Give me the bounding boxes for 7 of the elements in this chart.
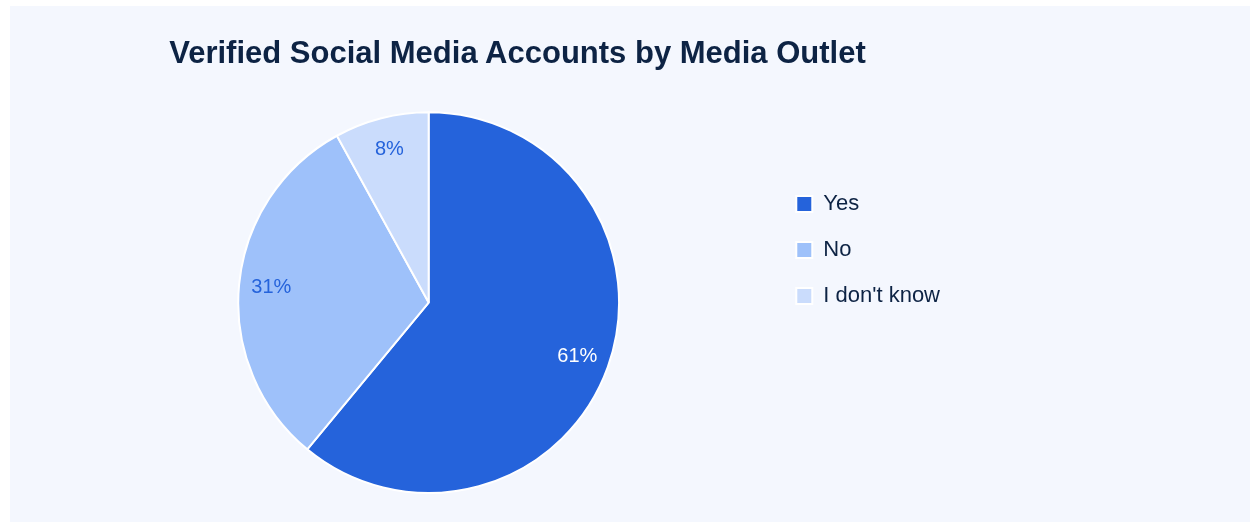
legend-label: I don't know	[823, 282, 941, 308]
data-label: 8%	[374, 137, 405, 160]
chart-title: Verified Social Media Accounts by Media Outlet	[169, 35, 866, 71]
legend-label: Yes	[823, 190, 860, 216]
data-label: 31%	[251, 275, 292, 298]
data-label: 61%	[557, 343, 598, 366]
legend-label: No	[823, 236, 852, 262]
